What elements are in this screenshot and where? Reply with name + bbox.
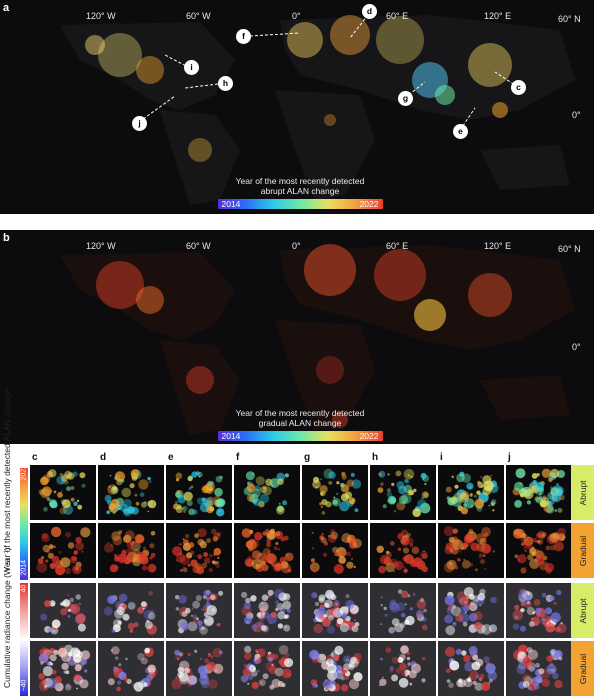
callout-f: f <box>236 29 251 44</box>
city-thumbnail <box>166 583 232 638</box>
column-letter-e: e <box>168 452 174 463</box>
city-thumbnail <box>98 583 164 638</box>
panel-letter-b: b <box>3 232 10 244</box>
column-letter-j: j <box>508 452 511 463</box>
legend-min-b: 2014 <box>221 431 241 441</box>
lon-tick: 120° E <box>484 241 512 251</box>
lon-tick: 120° W <box>86 241 116 251</box>
callout-g: g <box>398 91 413 106</box>
tag-abrupt-year: Abrupt <box>571 465 594 520</box>
lon-tick: 0° <box>292 11 301 21</box>
tag-abrupt-year-text: Abrupt <box>577 479 588 506</box>
legend-b: Year of the most recently detected gradu… <box>200 408 400 441</box>
city-thumbnail <box>302 465 368 520</box>
city-thumbnail <box>370 583 436 638</box>
column-letter-d: d <box>100 452 107 463</box>
lat-tick: 60° N <box>558 14 581 24</box>
callout-h: h <box>218 76 233 91</box>
tag-gradual-year: Gradual <box>571 523 594 578</box>
city-thumbnail <box>370 641 436 696</box>
map-panel-a: a 120° W 60° W 0° 60° E 120° E 60° N 0° … <box>0 0 594 214</box>
city-thumbnail <box>98 465 164 520</box>
city-thumbnail <box>30 523 96 578</box>
year-colorbar-min: 2014 <box>20 559 28 576</box>
legend-max-b: 2022 <box>359 431 379 441</box>
city-thumbnail <box>506 641 572 696</box>
row-label-year-text: Year of the most recently detected ALAN … <box>2 388 12 572</box>
legend-min-a: 2014 <box>221 199 241 209</box>
year-colorbar: 2022 2014 <box>20 464 28 580</box>
city-thumbnail <box>234 523 300 578</box>
city-thumbnail <box>506 523 572 578</box>
column-letter-c: c <box>32 452 38 463</box>
callout-e: e <box>453 124 468 139</box>
lon-tick: 60° W <box>186 11 211 21</box>
world-map-b <box>60 244 575 435</box>
city-thumbnail <box>234 641 300 696</box>
city-thumbnail <box>370 523 436 578</box>
city-thumbnail <box>302 641 368 696</box>
lat-tick: 0° <box>572 110 581 120</box>
city-thumbnail <box>166 523 232 578</box>
city-panel-grid: c d e f g h i j Year of the most recentl… <box>0 389 594 700</box>
world-map-a <box>60 15 575 205</box>
lon-tick: 60° E <box>386 11 409 21</box>
lon-tick: 120° E <box>484 11 512 21</box>
row-label-radiance-text: Cumulative radiance change (W sr⁻¹) <box>2 547 12 688</box>
legend-title-a-line2: abrupt ALAN change <box>260 186 340 196</box>
city-thumbnail <box>438 465 504 520</box>
tag-gradual-radiance-text: Gradual <box>577 653 588 684</box>
callout-i: i <box>184 60 199 75</box>
radiance-colorbar-max: 40 <box>20 584 28 593</box>
city-thumbnail <box>438 583 504 638</box>
city-thumbnail <box>30 641 96 696</box>
city-thumbnail <box>506 465 572 520</box>
legend-title-b-line1: Year of the most recently detected <box>235 408 365 418</box>
city-thumbnail <box>438 523 504 578</box>
city-thumbnail <box>370 465 436 520</box>
lat-tick: 60° N <box>558 244 581 254</box>
callout-c: c <box>511 80 526 95</box>
panel-letter-a: a <box>3 2 10 14</box>
lon-tick: 60° E <box>386 241 409 251</box>
lon-tick: 60° W <box>186 241 211 251</box>
city-thumbnail <box>166 465 232 520</box>
city-thumbnail <box>302 583 368 638</box>
column-letter-f: f <box>236 452 240 463</box>
column-letter-i: i <box>440 452 443 463</box>
callout-d: d <box>362 4 377 19</box>
city-thumbnail <box>506 583 572 638</box>
legend-colorbar-b: 2014 2022 <box>217 431 383 441</box>
lon-tick: 0° <box>292 241 301 251</box>
tag-gradual-radiance: Gradual <box>571 641 594 696</box>
legend-colorbar-a: 2014 2022 <box>217 199 383 209</box>
city-thumbnail <box>234 583 300 638</box>
legend-max-a: 2022 <box>359 199 379 209</box>
legend-title-a-line1: Year of the most recently detected <box>235 176 365 186</box>
gradual-lights-b <box>96 244 512 428</box>
city-thumbnail <box>438 641 504 696</box>
city-thumbnail <box>30 583 96 638</box>
tag-abrupt-radiance-text: Abrupt <box>577 597 588 624</box>
radiance-colorbar-min: −40 <box>20 679 28 692</box>
city-thumbnail <box>302 523 368 578</box>
city-thumbnail <box>98 641 164 696</box>
radiance-colorbar: 40 −40 <box>20 583 28 696</box>
lat-tick: 0° <box>572 342 581 352</box>
row-label-radiance: Cumulative radiance change (W sr⁻¹) <box>2 547 12 688</box>
city-thumbnail <box>98 523 164 578</box>
tag-abrupt-radiance: Abrupt <box>571 583 594 638</box>
city-thumbnail <box>234 465 300 520</box>
legend-a: Year of the most recently detected abrup… <box>200 176 400 209</box>
callout-j: j <box>132 116 147 131</box>
lon-tick: 120° W <box>86 11 116 21</box>
city-thumbnail <box>166 641 232 696</box>
column-letter-h: h <box>372 452 379 463</box>
legend-title-b-line2: gradual ALAN change <box>258 418 342 428</box>
map-panel-b: b 120° W 60° W 0° 60° E 120° E 60° N 0° … <box>0 230 594 444</box>
year-colorbar-max: 2022 <box>20 464 28 481</box>
column-letter-g: g <box>304 452 311 463</box>
city-thumbnail <box>30 465 96 520</box>
tag-gradual-year-text: Gradual <box>577 535 588 566</box>
